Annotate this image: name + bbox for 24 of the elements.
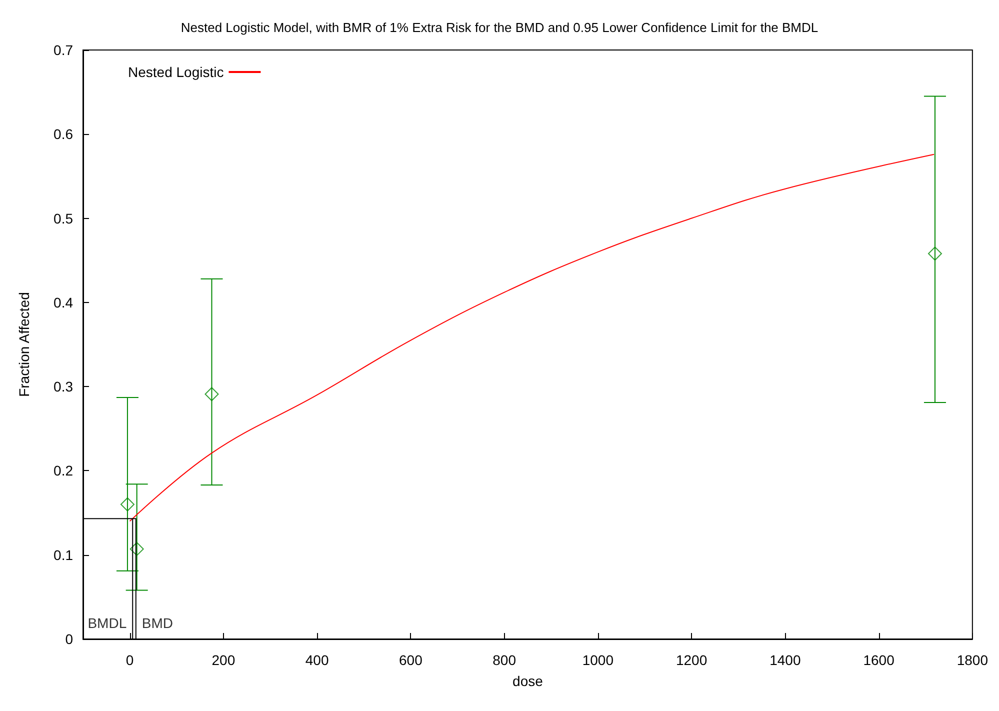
y-tick-label: 0 [65,631,74,647]
x-tick-label: 1200 [676,652,708,668]
x-tick-label: 1000 [582,652,614,668]
x-axis-title: dose [512,673,544,689]
x-tick-label: 0 [126,652,134,668]
x-tick-label: 600 [399,652,423,668]
y-tick-label: 0.7 [54,42,74,58]
y-tick-label: 0.1 [54,546,74,563]
y-tick-label: 0.4 [54,294,74,310]
x-tick-label: 1800 [956,652,988,668]
y-tick-label: 0.5 [54,210,74,226]
y-tick-label: 0.3 [54,378,74,395]
x-tick-label: 200 [212,652,236,668]
y-axis-title: Fraction Affected [16,292,32,397]
chart-title: Nested Logistic Model, with BMR of 1% Extra Risk for the BMD and 0.95 Lower Confidence Limit for the BMDL [180,20,818,35]
y-tick-label: 0.6 [54,126,74,142]
legend-label: Nested Logistic [128,64,224,80]
x-tick-label: 1600 [863,652,895,668]
annotation: BMDL [88,615,127,631]
x-tick-label: 1400 [770,652,801,668]
y-tick-label: 0.2 [54,462,74,479]
annotation: BMD [142,615,174,631]
x-tick-label: 800 [492,652,516,668]
x-tick-label: 400 [305,652,329,668]
